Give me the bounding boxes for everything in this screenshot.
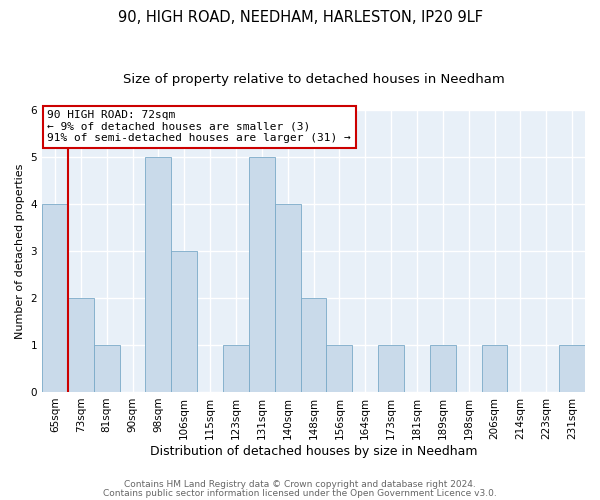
Bar [326, 345, 352, 392]
Text: Contains public sector information licensed under the Open Government Licence v3: Contains public sector information licen… [103, 489, 497, 498]
Bar [68, 298, 94, 392]
Bar [559, 345, 585, 392]
Text: Contains HM Land Registry data © Crown copyright and database right 2024.: Contains HM Land Registry data © Crown c… [124, 480, 476, 489]
Bar [249, 157, 275, 392]
Text: 90, HIGH ROAD, NEEDHAM, HARLESTON, IP20 9LF: 90, HIGH ROAD, NEEDHAM, HARLESTON, IP20 … [118, 10, 482, 25]
Y-axis label: Number of detached properties: Number of detached properties [15, 164, 25, 339]
Bar [482, 345, 508, 392]
Title: Size of property relative to detached houses in Needham: Size of property relative to detached ho… [122, 72, 505, 86]
Bar [94, 345, 119, 392]
Bar [275, 204, 301, 392]
Bar [145, 157, 172, 392]
Bar [301, 298, 326, 392]
Text: 90 HIGH ROAD: 72sqm
← 9% of detached houses are smaller (3)
91% of semi-detached: 90 HIGH ROAD: 72sqm ← 9% of detached hou… [47, 110, 351, 144]
X-axis label: Distribution of detached houses by size in Needham: Distribution of detached houses by size … [150, 444, 477, 458]
Bar [378, 345, 404, 392]
Bar [223, 345, 249, 392]
Bar [172, 251, 197, 392]
Bar [430, 345, 456, 392]
Bar [42, 204, 68, 392]
